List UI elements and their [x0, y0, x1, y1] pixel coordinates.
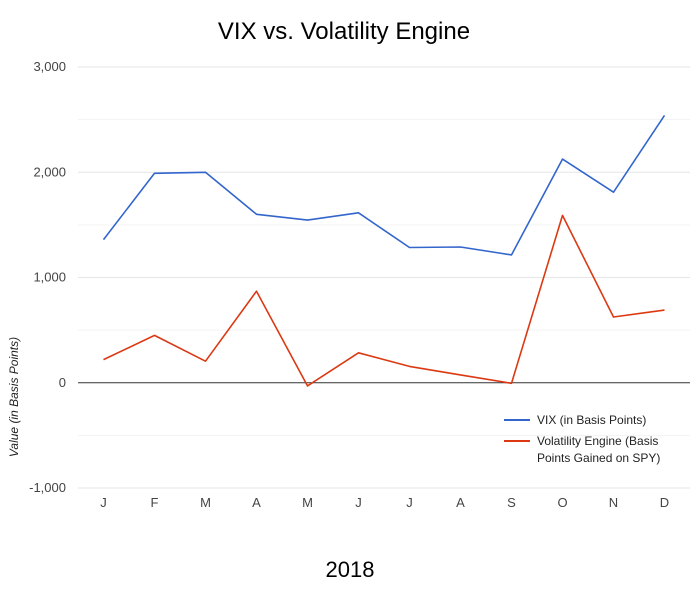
data-point [510, 253, 514, 257]
chart-title: VIX vs. Volatility Engine [218, 18, 470, 45]
x-tick-label: A [456, 495, 465, 510]
data-point [306, 218, 310, 222]
x-tick-label: S [507, 495, 516, 510]
data-point [510, 381, 514, 385]
x-tick-label: J [406, 495, 413, 510]
data-point [357, 211, 361, 215]
legend-label: VIX (in Basis Points) [537, 413, 646, 427]
data-point [153, 333, 157, 337]
x-tick-label: D [660, 495, 669, 510]
data-point [612, 190, 616, 194]
y-tick-label: -1,000 [29, 480, 66, 495]
data-point [408, 246, 412, 250]
legend-label: Volatility Engine (Basis [537, 434, 658, 448]
data-point [153, 171, 157, 175]
y-axis-label: Value (in Basis Points) [7, 337, 21, 457]
y-tick-label: 3,000 [33, 59, 66, 74]
gridlines [78, 66, 690, 489]
y-tick-label: 1,000 [33, 270, 66, 285]
x-tick-label: N [609, 495, 618, 510]
x-tick-label: O [557, 495, 567, 510]
data-point [612, 315, 616, 319]
data-point [204, 359, 208, 363]
data-point [459, 245, 463, 249]
data-point [561, 157, 565, 161]
data-point [459, 373, 463, 377]
data-point [357, 351, 361, 355]
y-tick-label: 0 [59, 375, 66, 390]
x-tick-label: M [200, 495, 211, 510]
series-line-2 [103, 214, 665, 387]
x-tick-label: J [100, 495, 107, 510]
series-line-1 [102, 114, 666, 256]
x-tick-label: A [252, 495, 261, 510]
series-lines [102, 113, 667, 388]
data-point [102, 358, 106, 362]
legend: VIX (in Basis Points) Volatility Engine (… [504, 413, 660, 465]
y-axis-ticks: -1,000 0 1,000 2,000 3,000 [29, 59, 66, 495]
legend-label: Points Gained on SPY) [537, 451, 660, 465]
y-tick-label: 2,000 [33, 164, 66, 179]
x-tick-label: F [151, 495, 159, 510]
data-point [255, 289, 259, 293]
data-point [306, 384, 310, 388]
data-point [255, 212, 259, 216]
data-point [102, 238, 106, 242]
data-point [561, 213, 565, 217]
x-axis-label: 2018 [326, 557, 375, 582]
data-point [204, 170, 208, 174]
data-point [408, 364, 412, 368]
data-point [663, 308, 667, 312]
data-point [663, 113, 667, 117]
x-tick-label: M [302, 495, 313, 510]
x-tick-label: J [355, 495, 362, 510]
